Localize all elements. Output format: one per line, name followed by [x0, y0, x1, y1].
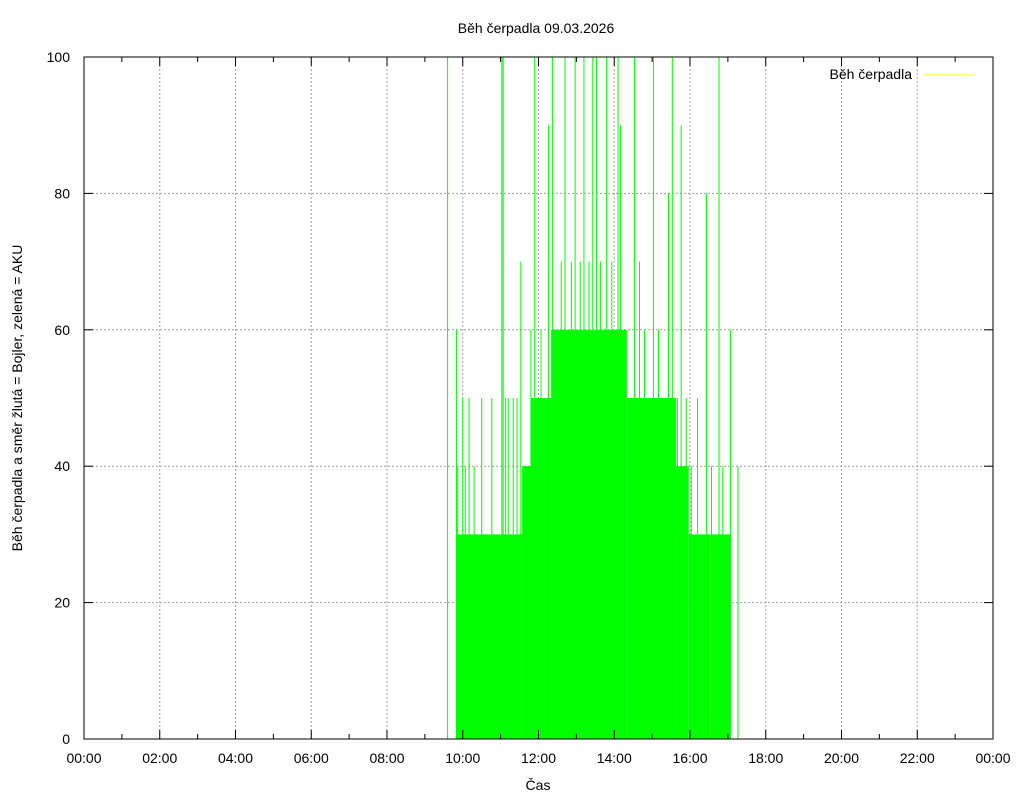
- x-tick-label: 08:00: [369, 750, 404, 766]
- chart-title: Běh čerpadla 09.03.2026: [458, 20, 615, 36]
- legend-label: Běh čerpadla: [829, 66, 912, 82]
- y-tick-label: 60: [54, 322, 70, 338]
- y-axis-label: Běh čerpadla a směr žlutá = Bojler, zele…: [9, 245, 25, 552]
- x-tick-label: 12:00: [521, 750, 556, 766]
- x-tick-labels: 00:00 02:00 04:00 06:00 08:00 10:00 12:00 14:00…: [66, 750, 1010, 766]
- series-base-level: [676, 466, 689, 739]
- y-tick-labels: 0 20 40 60 80 100: [47, 49, 71, 747]
- x-axis-label: Čas: [526, 777, 551, 793]
- x-tick-label: 00:00: [975, 750, 1010, 766]
- x-tick-label: 14:00: [597, 750, 632, 766]
- series-base-level: [466, 534, 523, 739]
- y-tick-label: 20: [54, 595, 70, 611]
- x-tick-label: 16:00: [672, 750, 707, 766]
- x-tick-label: 06:00: [294, 750, 329, 766]
- y-tick-label: 80: [54, 185, 70, 201]
- y-tick-label: 40: [54, 458, 70, 474]
- series-base-level: [626, 398, 677, 739]
- x-tick-label: 20:00: [824, 750, 859, 766]
- y-tick-label: 0: [62, 731, 70, 747]
- x-tick-label: 10:00: [445, 750, 480, 766]
- x-tick-label: 00:00: [66, 750, 101, 766]
- series-base-level: [710, 534, 731, 739]
- series-base-level: [456, 534, 467, 739]
- series-base-level: [522, 466, 531, 739]
- series-layer: [447, 57, 739, 739]
- ticks: [83, 56, 994, 740]
- legend: Běh čerpadla: [829, 66, 974, 82]
- series-base-level: [538, 398, 552, 739]
- x-tick-label: 04:00: [218, 750, 253, 766]
- y-tick-label: 100: [47, 49, 71, 65]
- x-tick-label: 02:00: [142, 750, 177, 766]
- series-base-level: [688, 534, 711, 739]
- x-tick-label: 18:00: [748, 750, 783, 766]
- x-tick-label: 22:00: [900, 750, 935, 766]
